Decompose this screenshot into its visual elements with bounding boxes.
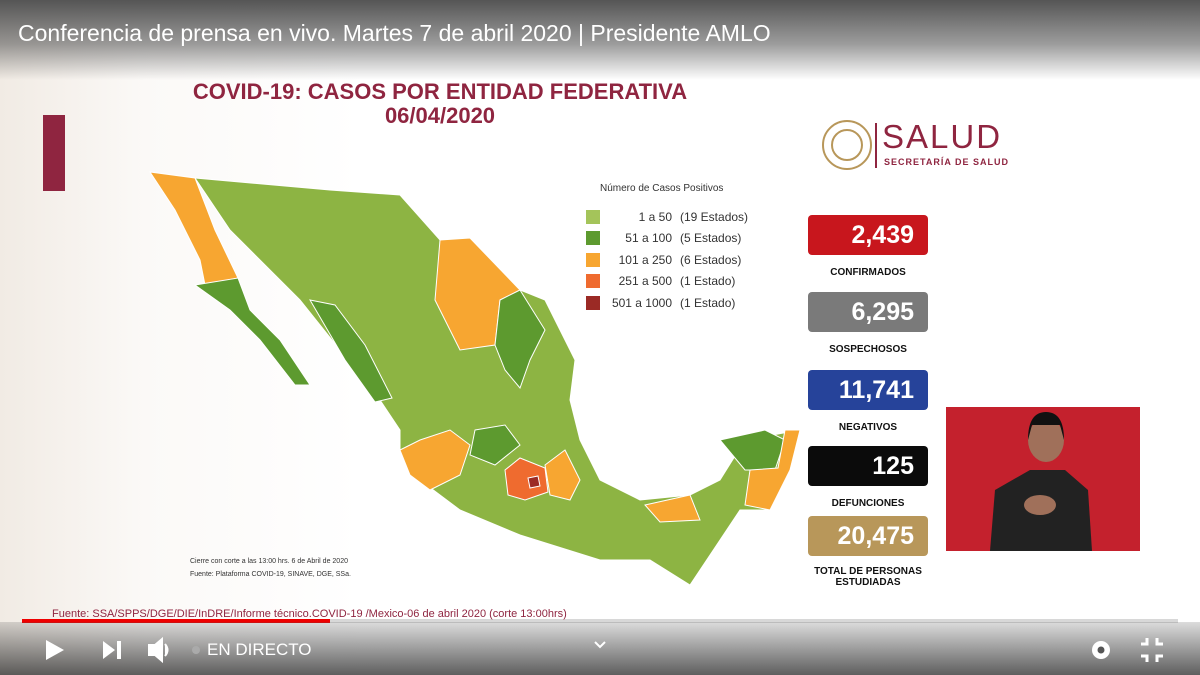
chevron-button[interactable] — [594, 641, 606, 649]
title-bar-shade — [0, 0, 1200, 80]
logo-name: SALUD — [882, 118, 1003, 155]
stat-label: CONFIRMADOS — [830, 267, 906, 278]
salud-emblem — [822, 120, 877, 170]
live-dot[interactable] — [192, 646, 200, 654]
next-button[interactable] — [103, 641, 121, 659]
stat-value: 20,475 — [808, 516, 928, 556]
stat-value: 125 — [808, 446, 928, 486]
logo-subtitle: SECRETARÍA DE SALUD — [884, 157, 1010, 167]
legend-item: 251 a 500 (1 Estado) — [586, 271, 748, 293]
legend-swatch — [586, 274, 600, 289]
legend-items: 1 a 50 (19 Estados) 51 a 100 (5 Estados) 101… — [586, 206, 748, 314]
slide-heading: COVID-19: CASOS POR ENTIDAD FEDERATIVA — [192, 79, 688, 104]
legend: Número de Casos Positivos 1 a 50 (19 Esta… — [586, 183, 748, 314]
note: Fuente: Plataforma COVID-19, SINAVE, DGE… — [190, 571, 351, 578]
stat-value: 6,295 — [808, 292, 928, 332]
stat-label: DEFUNCIONES — [831, 498, 905, 509]
legend-count: (1 Estado) — [680, 274, 736, 289]
legend-item: 501 a 1000 (1 Estado) — [586, 292, 748, 314]
exit-fullscreen-button[interactable] — [1141, 638, 1163, 662]
mexico-map — [148, 171, 801, 586]
note: Cierre con corte a las 13:00 hrs. 6 de A… — [190, 558, 348, 565]
interpreter — [990, 412, 1092, 551]
volume-button[interactable] — [148, 636, 169, 664]
legend-item: 101 a 250 (6 Estados) — [586, 249, 748, 271]
live-label[interactable]: EN DIRECTO — [207, 640, 312, 659]
stat-label: NEGATIVOS — [838, 422, 898, 433]
legend-title: Número de Casos Positivos — [600, 183, 724, 194]
slide-title: COVID-19: CASOS POR ENTIDAD FEDERATIVA 06… — [160, 80, 720, 128]
legend-item: 1 a 50 (19 Estados) — [586, 206, 748, 228]
legend-swatch — [586, 295, 600, 310]
legend-range: 251 a 500 — [618, 274, 672, 289]
legend-swatch — [586, 252, 600, 267]
legend-swatch — [586, 231, 600, 246]
legend-range: 1 a 50 — [638, 209, 672, 224]
source-note: Fuente: SSA/SPPS/DGE/DIE/InDRE/Informe t… — [52, 608, 567, 620]
controls — [46, 636, 1163, 664]
stat-value: 2,439 — [808, 215, 928, 255]
controls-bar — [0, 622, 1200, 675]
settings-button[interactable] — [1092, 641, 1110, 659]
legend-range: 501 a 1000 — [611, 295, 672, 310]
slide-date: 06/04/2020 — [384, 103, 496, 128]
legend-item: 51 a 100 (5 Estados) — [586, 228, 748, 250]
legend-count: (19 Estados) — [680, 209, 749, 224]
legend-range: 51 a 100 — [625, 231, 672, 246]
legend-swatch — [586, 209, 600, 224]
stat-label: SOSPECHOSOS — [829, 344, 907, 355]
legend-count: (1 Estado) — [680, 295, 736, 310]
legend-range: 101 a 250 — [618, 252, 672, 267]
stat-value: 11,741 — [808, 370, 928, 410]
play-button[interactable] — [46, 640, 64, 660]
stat-label: TOTAL DE PERSONAS ESTUDIADAS — [814, 566, 922, 588]
legend-count: (5 Estados) — [680, 231, 742, 246]
accent-bar — [43, 115, 65, 191]
legend-count: (6 Estados) — [680, 252, 742, 267]
video-title[interactable]: Conferencia de prensa en vivo. Martes 7 … — [18, 20, 771, 46]
